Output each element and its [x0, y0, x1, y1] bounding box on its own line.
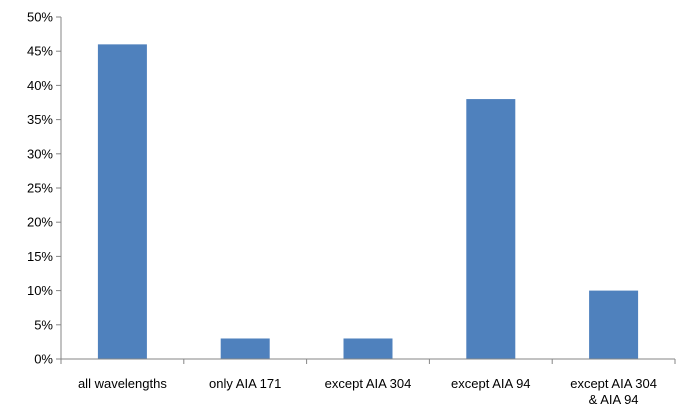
bar	[466, 99, 516, 359]
bar	[343, 338, 393, 359]
y-tick-label: 35%	[27, 112, 53, 127]
y-tick-label: 15%	[27, 249, 53, 264]
y-tick-label: 25%	[27, 181, 53, 196]
y-tick-label: 40%	[27, 78, 53, 93]
bar	[97, 44, 147, 360]
y-axis: 0% 5% 10% 15% 20% 25% 30% 35% 40% 45% 50%	[27, 10, 62, 367]
x-tick-label: except AIA 94	[451, 376, 531, 391]
x-tick-label: all wavelengths	[78, 376, 167, 391]
x-tick-label: except AIA 304	[325, 376, 412, 391]
y-tick-label: 10%	[27, 283, 53, 298]
bars	[97, 44, 639, 360]
y-tick-label: 30%	[27, 146, 53, 161]
y-tick-label: 50%	[27, 10, 53, 25]
x-axis: all wavelengths only AIA 171 except AIA 30…	[60, 358, 676, 407]
y-tick-label: 5%	[34, 317, 53, 332]
bar	[220, 338, 270, 359]
x-tick-label: only AIA 171	[209, 376, 281, 391]
bar	[589, 290, 639, 359]
y-tick-label: 0%	[34, 352, 53, 367]
y-tick-label: 45%	[27, 44, 53, 59]
y-tick-label: 20%	[27, 215, 53, 230]
x-tick-label: except AIA 304 & AIA 94	[570, 376, 657, 407]
